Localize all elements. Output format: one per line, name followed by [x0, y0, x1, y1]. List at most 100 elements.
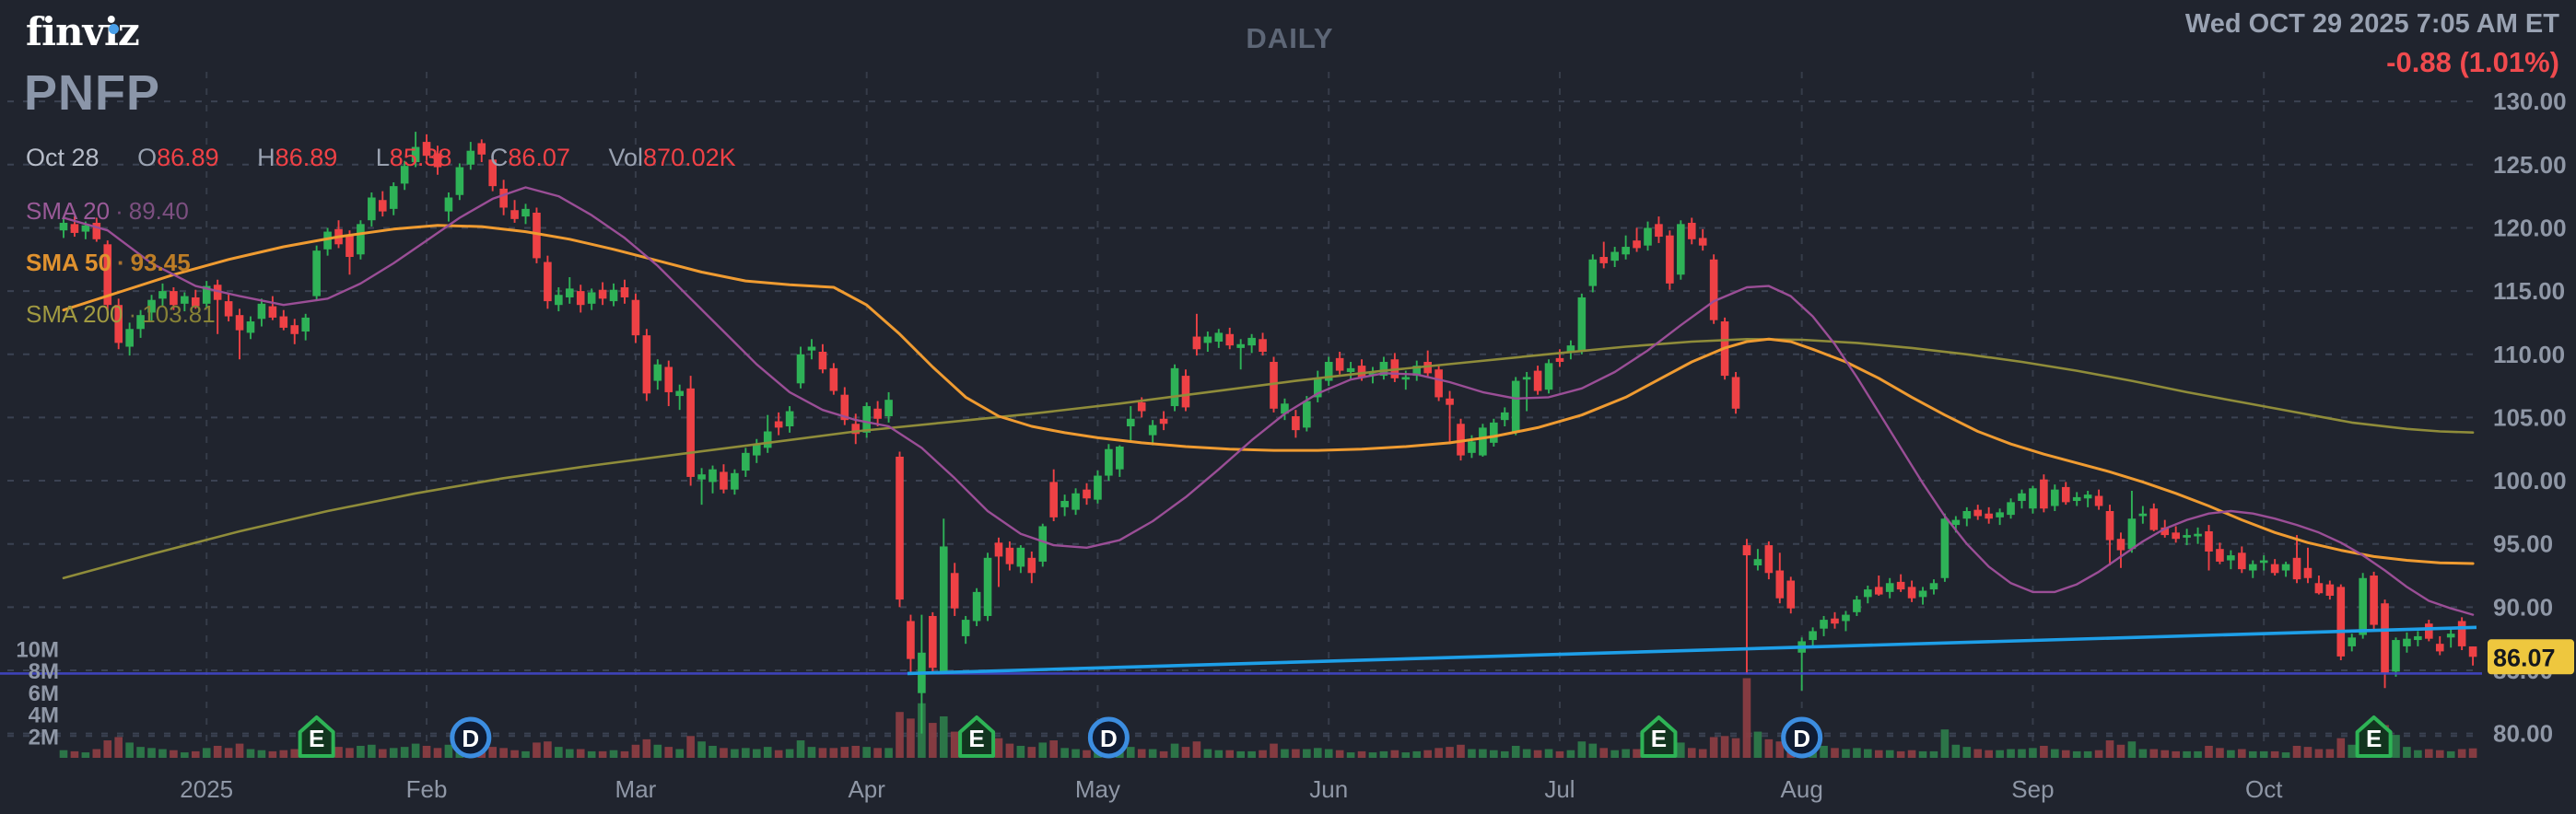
volume-bar — [499, 748, 508, 758]
volume-bar — [136, 747, 145, 758]
volume-bar — [2303, 747, 2313, 758]
volume-bar — [1016, 745, 1025, 758]
volume-bar — [796, 740, 805, 758]
candle-body — [2457, 621, 2466, 646]
candle-body — [224, 301, 233, 317]
volume-bar — [1236, 750, 1245, 758]
volume-bar — [1633, 749, 1641, 758]
volume-bar — [2018, 749, 2026, 758]
volume-bar — [642, 738, 651, 758]
candle-body — [1479, 427, 1487, 456]
volume-bar — [1764, 738, 1774, 758]
volume-bar — [2029, 748, 2037, 758]
volume-bar — [1753, 731, 1762, 758]
volume-bar — [1929, 750, 1938, 758]
candle-body — [2194, 533, 2202, 537]
candle-body — [1918, 590, 1927, 598]
earnings-marker-icon — [2355, 715, 2393, 758]
candle-body — [1666, 235, 1674, 284]
sma20-value: 89.40 — [128, 197, 189, 225]
volume-bar — [533, 742, 541, 758]
candle-body — [983, 557, 992, 616]
sma200-value: 103.81 — [142, 300, 216, 328]
event-markers[interactable]: E E E ED D D — [298, 715, 2393, 759]
volume-bar — [873, 748, 882, 758]
volume-bar — [1511, 745, 1520, 758]
candle-body — [587, 292, 596, 304]
candlesticks — [59, 132, 2477, 734]
candle-body — [444, 197, 453, 212]
volume-bar — [1270, 743, 1278, 758]
volume-bar — [1170, 743, 1179, 758]
candle-body — [620, 286, 629, 297]
candle-body — [1412, 366, 1422, 377]
price-axis-label: 80.00 — [2493, 720, 2553, 748]
volume-bar — [1577, 741, 1587, 758]
volume-bar — [1677, 742, 1685, 758]
candle-body — [301, 317, 310, 332]
legend-sma50: SMA 50 · 93.45 — [26, 249, 191, 277]
volume-bar — [2149, 749, 2159, 758]
volume-bar — [521, 750, 530, 758]
volume-bar — [235, 743, 244, 758]
candle-body — [2227, 555, 2235, 561]
candle-body — [1809, 631, 1817, 641]
candle-body — [1962, 511, 1972, 519]
volume-bar — [2138, 749, 2148, 758]
candle-body — [1985, 513, 1993, 519]
month-axis-label: Jul — [1544, 775, 1575, 803]
volume-bar — [1951, 744, 1961, 758]
volume-bar — [2325, 749, 2335, 758]
ticker-symbol[interactable]: PNFP — [24, 65, 161, 121]
month-axis-label: Jun — [1309, 775, 1348, 803]
candle-body — [1457, 424, 1465, 456]
candle-body — [1842, 614, 1850, 622]
volume-label: Vol — [608, 144, 644, 171]
candle-body — [1896, 581, 1905, 590]
candle-body — [466, 150, 475, 165]
volume-bar — [1996, 750, 2004, 758]
candle-body — [290, 325, 299, 334]
volume-bar — [544, 741, 552, 758]
candle-body — [697, 474, 706, 480]
candle-body — [2314, 583, 2324, 594]
candle-body — [731, 472, 739, 490]
volume-bar — [1522, 749, 1531, 758]
candle-body — [1742, 545, 1751, 556]
candle-body — [896, 456, 904, 600]
volume-bar — [1566, 750, 1575, 758]
candle-body — [1500, 412, 1509, 421]
candle-body — [2018, 493, 2026, 502]
finviz-logo[interactable]: finviz — [26, 9, 140, 54]
volume-bar — [357, 745, 365, 758]
candle-body — [994, 542, 1003, 557]
month-axis-label: Mar — [615, 775, 657, 803]
candle-body — [2446, 634, 2455, 638]
volume-bar — [929, 723, 937, 758]
volume-bar — [1468, 749, 1476, 758]
volume-value: 870.02K — [643, 144, 736, 171]
candle-body — [1874, 587, 1883, 595]
volume-bar — [2083, 750, 2092, 758]
price-axis-label: 90.00 — [2493, 593, 2553, 621]
volume-bar — [994, 738, 1003, 758]
volume-bar — [829, 748, 838, 758]
volume-bar — [1292, 749, 1300, 758]
volume-bar — [1940, 729, 1950, 758]
candle-body — [1434, 369, 1443, 398]
month-axis-label: Aug — [1781, 775, 1823, 803]
candle-body — [2183, 535, 2191, 538]
candle-body — [675, 390, 684, 397]
candle-body — [389, 186, 398, 209]
volume-bar — [2205, 745, 2213, 758]
volume-bar — [2259, 750, 2268, 758]
candle-body — [1775, 570, 1785, 599]
volume-bar — [1412, 750, 1422, 758]
candle-body — [2160, 527, 2170, 536]
earnings-marker-icon — [298, 715, 335, 758]
candle-body — [2359, 577, 2367, 635]
volume-bar — [1181, 747, 1190, 758]
candle-body — [103, 244, 112, 306]
volume-bar — [862, 747, 871, 758]
